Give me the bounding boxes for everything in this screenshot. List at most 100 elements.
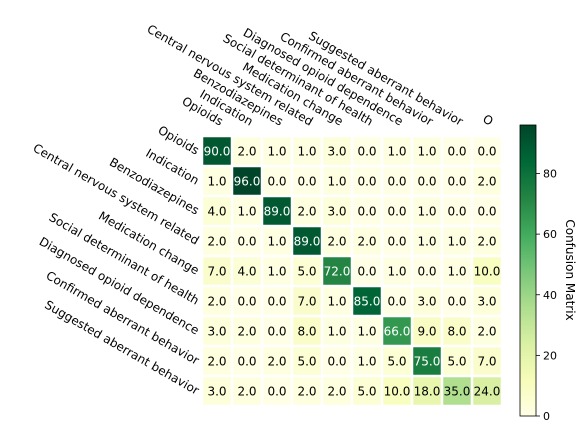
heatmap-cell bbox=[443, 347, 471, 375]
cell-value-label: 90.0 bbox=[204, 145, 231, 159]
heatmap-cell bbox=[443, 227, 471, 255]
heatmap-cell bbox=[353, 257, 381, 285]
cell-value-label: 85.0 bbox=[354, 295, 381, 309]
heatmap-cell bbox=[323, 167, 351, 195]
cell-value-label: 7.0 bbox=[297, 295, 316, 309]
heatmap-cell bbox=[233, 197, 261, 225]
cell-value-label: 1.0 bbox=[447, 235, 466, 249]
heatmap-cell bbox=[263, 317, 291, 345]
heatmap-cell bbox=[353, 287, 381, 315]
column-labels: OpioidsIndicationBenzodiazepinesCentral … bbox=[145, 22, 496, 129]
cell-value-label: 2.0 bbox=[327, 385, 346, 399]
heatmap-cell bbox=[443, 167, 471, 195]
heatmap-cell bbox=[473, 347, 501, 375]
cell-value-label: 1.0 bbox=[357, 325, 376, 339]
colorbar-tick-label: 20 bbox=[543, 349, 557, 362]
heatmap-cell bbox=[383, 377, 411, 405]
heatmap-cell bbox=[293, 167, 321, 195]
cell-value-label: 1.0 bbox=[207, 175, 226, 189]
cell-value-label: 8.0 bbox=[297, 325, 316, 339]
cell-value-label: 2.0 bbox=[207, 235, 226, 249]
cell-value-label: 75.0 bbox=[414, 355, 441, 369]
colorbar-ticks: 0 20 40 60 80 bbox=[536, 168, 557, 421]
heatmap-cell bbox=[203, 287, 231, 315]
cell-value-label: 1.0 bbox=[387, 145, 406, 159]
heatmap-cell bbox=[263, 257, 291, 285]
cell-value-label: 1.0 bbox=[327, 325, 346, 339]
cell-value-label: 1.0 bbox=[447, 265, 466, 279]
cell-value-label: 0.0 bbox=[387, 175, 406, 189]
cell-value-label: 2.0 bbox=[267, 355, 286, 369]
cell-value-label: 18.0 bbox=[414, 385, 441, 399]
colorbar-tick-label: 80 bbox=[543, 168, 557, 181]
cell-value-label: 0.0 bbox=[267, 385, 286, 399]
heatmap-cell bbox=[233, 167, 261, 195]
heatmap-cell bbox=[203, 347, 231, 375]
heatmap-cell bbox=[233, 287, 261, 315]
heatmap-cell bbox=[443, 317, 471, 345]
cell-value-label: 1.0 bbox=[417, 205, 436, 219]
heatmap-cell bbox=[203, 227, 231, 255]
heatmap-cell bbox=[263, 137, 291, 165]
heatmap-cell bbox=[353, 317, 381, 345]
cell-value-label: 89.0 bbox=[264, 205, 291, 219]
heatmap-cell bbox=[443, 377, 471, 405]
cell-value-label: 0.0 bbox=[447, 175, 466, 189]
colorbar-tick-label: 0 bbox=[543, 410, 550, 421]
cell-value-label: 0.0 bbox=[267, 325, 286, 339]
heatmap-cell bbox=[203, 137, 231, 165]
cell-value-label: 0.0 bbox=[357, 265, 376, 279]
cell-value-label: 0.0 bbox=[237, 295, 256, 309]
cell-value-label: 2.0 bbox=[207, 355, 226, 369]
cell-value-label: 0.0 bbox=[387, 205, 406, 219]
cell-value-label: 5.0 bbox=[387, 355, 406, 369]
cell-value-label: 2.0 bbox=[477, 325, 496, 339]
cell-value-label: 0.0 bbox=[357, 205, 376, 219]
cell-value-label: 0.0 bbox=[357, 145, 376, 159]
heatmap-cell bbox=[383, 347, 411, 375]
cell-value-label: 3.0 bbox=[477, 295, 496, 309]
heatmap-cell bbox=[473, 227, 501, 255]
cell-value-label: 9.0 bbox=[417, 325, 436, 339]
cell-value-label: 96.0 bbox=[234, 175, 261, 189]
heatmap-cell bbox=[233, 227, 261, 255]
cell-value-label: 0.0 bbox=[477, 145, 496, 159]
colorbar-gradient bbox=[519, 124, 537, 417]
cell-value-label: 89.0 bbox=[294, 235, 321, 249]
cell-value-label: 10.0 bbox=[384, 385, 411, 399]
cell-value-label: 0.0 bbox=[357, 175, 376, 189]
heatmap-cell bbox=[383, 137, 411, 165]
heatmap-cell bbox=[383, 197, 411, 225]
heatmap-cell bbox=[473, 197, 501, 225]
cell-value-label: 1.0 bbox=[327, 295, 346, 309]
cell-value-label: 2.0 bbox=[357, 235, 376, 249]
cell-value-label: 0.0 bbox=[417, 265, 436, 279]
heatmap-cell bbox=[323, 347, 351, 375]
heatmap-cell bbox=[413, 257, 441, 285]
cell-value-label: 0.0 bbox=[447, 145, 466, 159]
cell-value-label: 5.0 bbox=[297, 265, 316, 279]
heatmap-cell bbox=[293, 317, 321, 345]
cell-value-label: 0.0 bbox=[417, 175, 436, 189]
heatmap-cell bbox=[263, 287, 291, 315]
heatmap-cell bbox=[293, 197, 321, 225]
heatmap-cell bbox=[323, 287, 351, 315]
heatmap-cell bbox=[233, 137, 261, 165]
heatmap-cell bbox=[383, 167, 411, 195]
heatmap-cell bbox=[413, 197, 441, 225]
heatmap-cell bbox=[413, 227, 441, 255]
heatmap-cell bbox=[413, 377, 441, 405]
heatmap-cell bbox=[443, 257, 471, 285]
cell-value-label: 5.0 bbox=[297, 355, 316, 369]
cell-value-label: 66.0 bbox=[384, 325, 411, 339]
cell-value-label: 1.0 bbox=[417, 235, 436, 249]
cell-value-label: 2.0 bbox=[207, 295, 226, 309]
cell-value-label: 3.0 bbox=[327, 145, 346, 159]
cell-value-label: 3.0 bbox=[207, 325, 226, 339]
cell-value-label: 0.0 bbox=[447, 295, 466, 309]
cell-value-label: 5.0 bbox=[447, 355, 466, 369]
cell-value-label: 35.0 bbox=[444, 385, 471, 399]
cell-value-label: 2.0 bbox=[237, 325, 256, 339]
heatmap-cell bbox=[443, 137, 471, 165]
